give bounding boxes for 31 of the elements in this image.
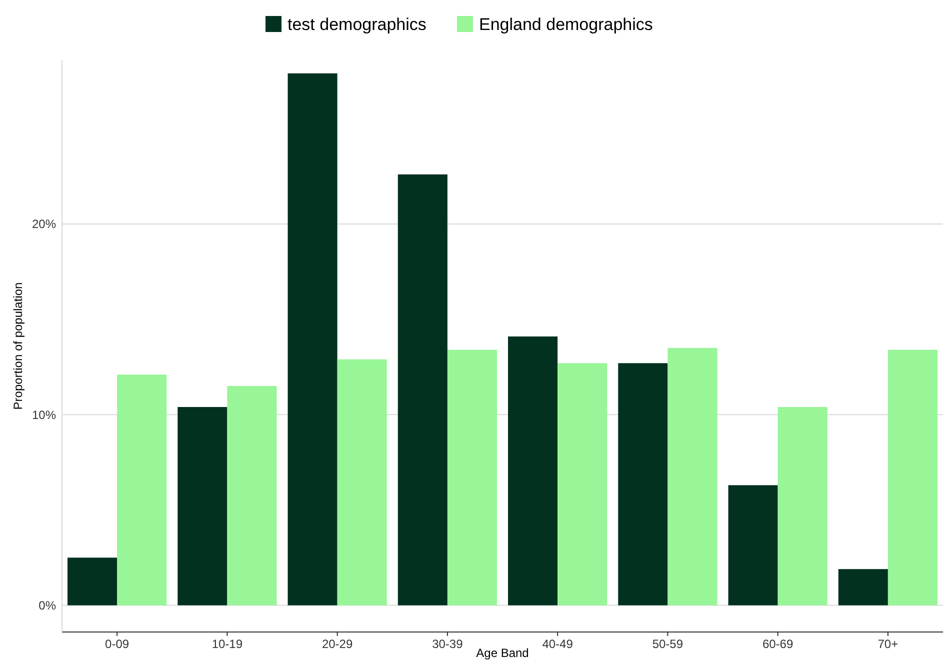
bar [447,350,497,606]
bar [618,363,668,606]
bar [728,485,778,606]
bar [558,363,608,606]
y-tick-label: 10% [32,408,56,422]
bar [888,350,938,606]
x-tick-label: 60-69 [762,637,794,651]
x-tick-label: 10-19 [212,637,243,651]
bar [227,386,277,606]
y-axis-title: Proportion of population [11,282,25,410]
x-tick-label: 0-09 [105,637,130,651]
x-tick-label: 70+ [878,637,898,651]
bar [778,407,828,606]
bar [337,359,387,606]
y-tick-label: 0% [38,598,56,613]
x-tick-label: 50-59 [652,637,684,651]
bar [68,558,118,606]
bar [178,407,228,606]
y-tick-label: 20% [32,217,56,232]
bar [668,348,718,606]
bar [508,336,558,606]
legend-label: test demographics [288,14,426,34]
x-tick-label: 30-39 [432,637,464,651]
x-axis-title: Age Band [476,646,529,660]
x-tick-label: 40-49 [542,637,574,651]
bar [838,569,888,606]
x-tick-label: 20-29 [322,637,353,651]
bar [117,374,167,606]
bar [398,174,448,606]
legend-label: England demographics [479,14,653,34]
bar [288,73,338,606]
